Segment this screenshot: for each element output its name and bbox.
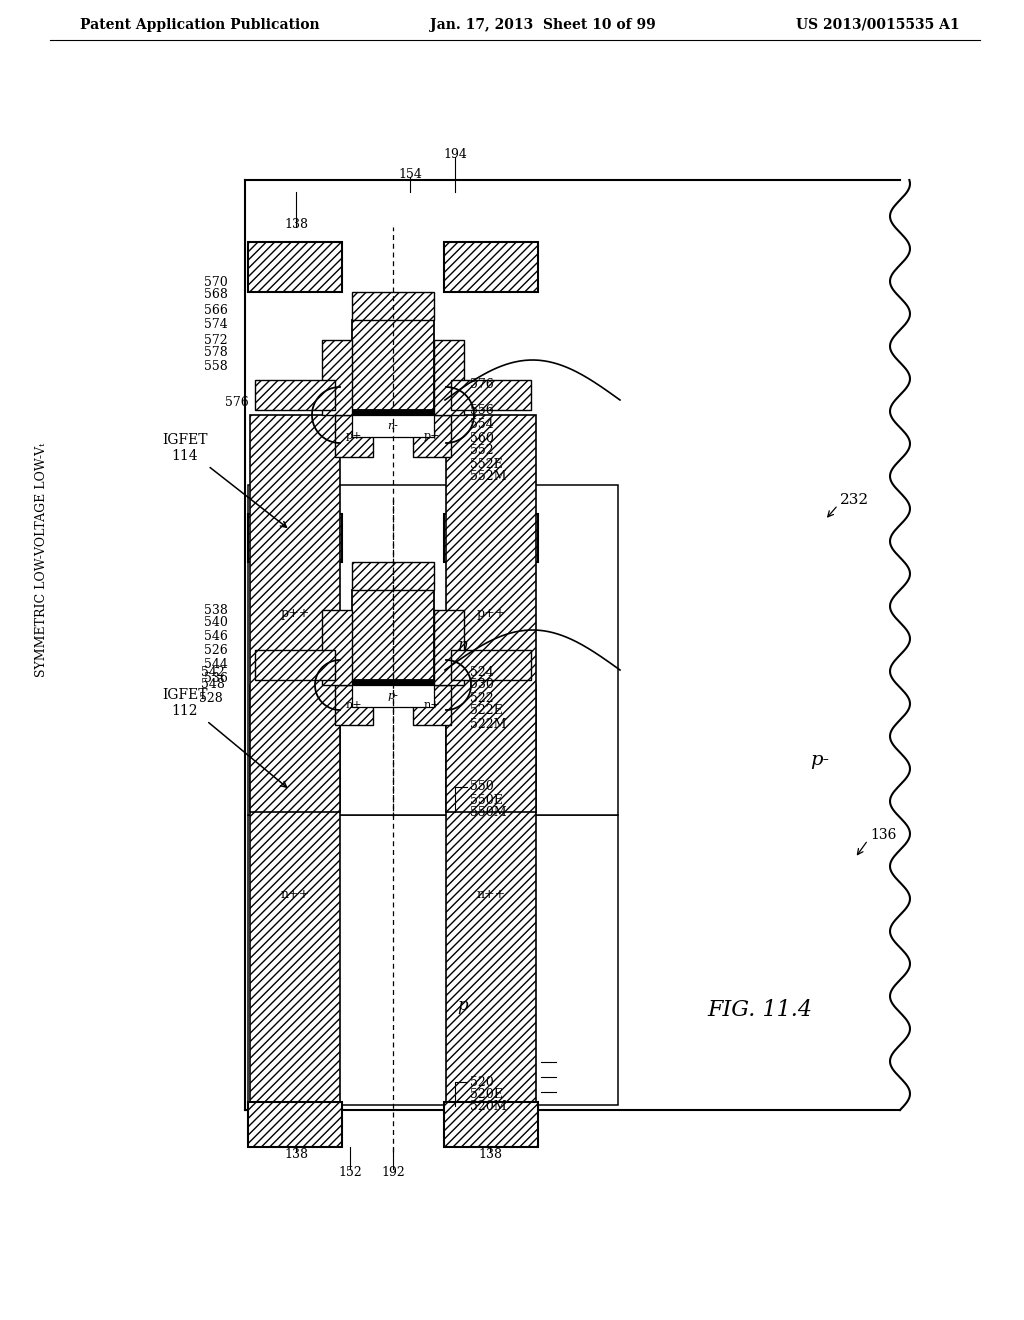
Text: 136: 136 [870, 828, 896, 842]
Text: SYMMETRIC LOW-VOLTAGE LOW-Vₜ: SYMMETRIC LOW-VOLTAGE LOW-Vₜ [36, 444, 48, 677]
Text: p-: p- [810, 751, 829, 770]
Bar [352, 562, 434, 590]
Text: 556: 556 [470, 404, 494, 417]
Text: 192: 192 [381, 1166, 404, 1179]
Text: 530: 530 [470, 678, 494, 692]
Text: p++: p++ [476, 607, 506, 620]
Text: 522E: 522E [470, 705, 503, 718]
Text: Patent Application Publication: Patent Application Publication [80, 18, 319, 32]
Bar [446, 414, 536, 812]
Bar [255, 380, 335, 411]
Text: 550E: 550E [470, 793, 503, 807]
Bar [250, 685, 340, 1102]
Text: 552E: 552E [470, 458, 503, 470]
Text: n+: n+ [424, 700, 440, 710]
Bar [451, 649, 531, 680]
Text: US 2013/0015535 A1: US 2013/0015535 A1 [797, 18, 961, 32]
Bar [413, 685, 451, 725]
Text: 536: 536 [204, 672, 228, 685]
Text: 524: 524 [470, 667, 494, 680]
Bar [444, 513, 538, 562]
Text: 154: 154 [398, 168, 422, 181]
Text: p: p [458, 997, 468, 1014]
Text: 546: 546 [204, 631, 228, 644]
Bar [248, 1102, 342, 1147]
Text: 520E: 520E [470, 1088, 503, 1101]
Bar [352, 685, 434, 708]
Text: 522M: 522M [470, 718, 507, 730]
Bar [322, 610, 352, 685]
Bar [335, 414, 373, 457]
Bar [352, 680, 434, 685]
Text: 570: 570 [204, 276, 228, 289]
Text: 574: 574 [204, 318, 228, 331]
Text: n+: n+ [346, 700, 362, 710]
Bar [248, 513, 342, 562]
Text: 540: 540 [204, 616, 228, 630]
Bar [434, 341, 464, 414]
Text: 552M: 552M [470, 470, 507, 483]
Text: p++: p++ [281, 607, 309, 620]
Text: 542: 542 [202, 667, 225, 680]
Text: 520: 520 [470, 1076, 494, 1089]
Text: 548: 548 [201, 678, 225, 692]
Bar [248, 484, 618, 814]
Bar [248, 242, 342, 292]
Bar [352, 414, 434, 437]
Text: 538: 538 [204, 603, 228, 616]
Text: 550: 550 [470, 780, 494, 793]
Text: 560: 560 [470, 432, 494, 445]
Bar [352, 411, 434, 414]
Text: 138: 138 [478, 1148, 502, 1162]
Text: n-: n- [387, 421, 398, 432]
Text: 138: 138 [284, 218, 308, 231]
Bar [444, 1102, 538, 1147]
Text: 522: 522 [470, 692, 494, 705]
Text: 572: 572 [205, 334, 228, 346]
Bar [335, 685, 373, 725]
Text: 526: 526 [204, 644, 228, 657]
Text: p+: p+ [424, 432, 440, 441]
Bar [352, 319, 434, 411]
Text: 558: 558 [204, 360, 228, 374]
Text: 232: 232 [840, 492, 869, 507]
Text: 568: 568 [204, 289, 228, 301]
Text: 544: 544 [204, 659, 228, 672]
Bar [248, 814, 618, 1105]
Bar [434, 610, 464, 685]
Bar [444, 242, 538, 292]
Text: n++: n++ [476, 887, 506, 900]
Text: n: n [458, 636, 468, 653]
Text: 576: 576 [470, 379, 494, 392]
Bar [352, 590, 434, 680]
Text: 194: 194 [443, 148, 467, 161]
Text: 552: 552 [470, 445, 494, 458]
Text: FIG. 11.4: FIG. 11.4 [708, 999, 812, 1020]
Bar [352, 292, 434, 319]
Bar [413, 414, 451, 457]
Text: 576: 576 [225, 396, 249, 409]
Text: 528: 528 [200, 692, 223, 705]
Text: 566: 566 [204, 304, 228, 317]
Bar [451, 380, 531, 411]
Bar [255, 649, 335, 680]
Text: n++: n++ [281, 887, 309, 900]
Text: IGFET
112: IGFET 112 [162, 688, 287, 787]
Text: 152: 152 [338, 1166, 361, 1179]
Bar [446, 685, 536, 1102]
Text: IGFET
114: IGFET 114 [162, 433, 287, 527]
Text: 138: 138 [284, 1148, 308, 1162]
Text: 578: 578 [204, 346, 228, 359]
Text: p+: p+ [346, 432, 362, 441]
Text: 520M: 520M [470, 1100, 507, 1113]
Text: p-: p- [387, 690, 398, 701]
Text: Jan. 17, 2013  Sheet 10 of 99: Jan. 17, 2013 Sheet 10 of 99 [430, 18, 655, 32]
Bar [322, 341, 352, 414]
Text: 554: 554 [470, 418, 494, 432]
Bar [250, 414, 340, 812]
Text: 550M: 550M [470, 805, 507, 818]
